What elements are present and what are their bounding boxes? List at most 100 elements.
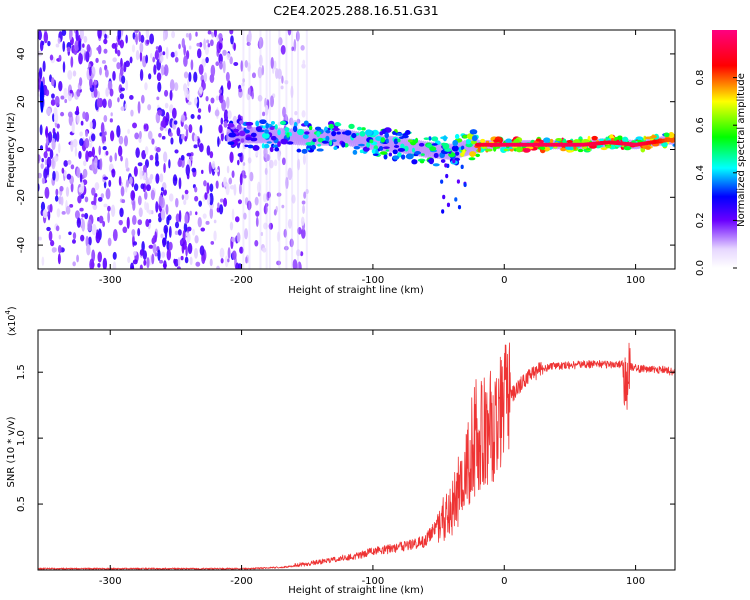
spectrogram-noise-blob [214, 168, 219, 173]
spectrogram-noise-blob [144, 82, 148, 91]
spectrogram-noise-blob [145, 218, 150, 228]
spectrogram-ridge-blob [414, 151, 422, 155]
spectrogram-noise-blob [54, 170, 60, 182]
spectrogram-noise-blob [170, 137, 174, 145]
spectrogram-streak [248, 30, 251, 269]
spectrogram-noise-blob [179, 239, 184, 245]
spectrogram-noise-blob [49, 203, 53, 213]
spectrogram-ytick-label: -40 [16, 237, 27, 253]
spectrogram-noise-blob [151, 253, 155, 265]
spectrogram-noise-blob [204, 192, 208, 200]
snr-frame [37, 329, 676, 571]
spectrogram-ridge-blob [227, 123, 235, 128]
spectrogram-noise-blob [205, 95, 209, 102]
spectrogram-ridge-blob [465, 138, 472, 145]
spectrogram-ridge-blob [523, 148, 531, 153]
spectrogram-noise-blob [191, 167, 197, 173]
spectrogram-noise-blob [293, 38, 297, 52]
spectrogram-ridge-blob [274, 147, 280, 152]
spectrogram-noise-blob [67, 70, 73, 80]
spectrogram-noise-blob [70, 182, 74, 193]
spectrogram-ytick-label: 40 [16, 48, 27, 61]
spectrogram-noise-blob [150, 189, 155, 201]
spectrogram-noise-blob [208, 161, 212, 175]
spectrogram-noise-blob [231, 237, 236, 243]
spectrogram-noise-blob [107, 211, 110, 224]
spectrogram-noise-blob [76, 217, 82, 228]
spectrogram-ridge-blob [451, 145, 459, 152]
spectrogram-noise-blob [112, 70, 116, 81]
spectrogram-noise-blob [58, 142, 61, 154]
spectrogram-noise-blob [226, 165, 230, 174]
spectrogram-tail-blob [440, 179, 444, 184]
spectrogram-noise-blob [157, 109, 163, 116]
spectrogram-noise-blob [201, 169, 204, 175]
spectrogram-noise-blob [39, 40, 44, 52]
spectrogram-noise-blob [51, 157, 55, 168]
spectrogram-noise-blob [144, 146, 149, 156]
spectrogram-ridge-blob [535, 138, 541, 142]
snr-ytick-label: 1.5 [16, 364, 27, 380]
spectrogram-noise-blob [129, 95, 134, 100]
spectrogram-noise-blob [223, 176, 227, 187]
spectrogram-noise-blob [137, 162, 143, 167]
spectrogram-noise-blob [233, 183, 237, 196]
spectrogram-noise-blob [150, 210, 154, 215]
spectrogram-noise-blob [263, 222, 268, 230]
spectrogram-noise-blob [186, 232, 191, 244]
spectrogram-noise-blob [157, 249, 161, 262]
spectrogram-noise-blob [80, 181, 85, 194]
spectrogram-noise-blob [162, 237, 167, 246]
spectrogram-noise-blob [86, 44, 91, 53]
spectrogram-noise-blob [146, 202, 150, 213]
spectrogram-noise-blob [47, 147, 51, 152]
spectrogram-noise-blob [85, 50, 90, 63]
spectrogram-noise-blob [82, 168, 88, 179]
spectrogram-noise-blob [118, 175, 122, 186]
spectrogram-noise-blob [210, 241, 215, 245]
spectrogram-ridge-blob [352, 149, 358, 155]
spectrogram-ridge-blob [366, 141, 371, 148]
spectrogram-ridge-blob [411, 147, 416, 153]
spectrogram-noise-blob [139, 249, 144, 256]
spectrogram-noise-blob [109, 88, 114, 97]
spectrogram-noise-blob [139, 264, 143, 269]
spectrogram-noise-blob [85, 130, 89, 137]
colorbar-tick-label: 0.2 [695, 212, 706, 228]
spectrogram-noise-blob [130, 190, 136, 201]
spectrogram-noise-blob [218, 89, 222, 94]
spectrogram-noise-blob [216, 265, 220, 269]
spectrogram-noise-blob [281, 157, 286, 166]
spectrogram-noise-blob [126, 216, 130, 229]
spectrogram-noise-blob [40, 201, 46, 212]
spectrogram-noise-blob [227, 258, 230, 263]
spectrogram-noise-blob [158, 194, 164, 207]
spectrogram-noise-blob [132, 122, 138, 129]
spectrogram-noise-blob [140, 34, 145, 43]
spectrogram-noise-blob [181, 194, 185, 200]
spectrogram-noise-blob [159, 259, 164, 264]
spectrogram-noise-blob [276, 192, 282, 197]
spectrogram-noise-blob [188, 71, 192, 83]
spectrogram-noise-blob [90, 133, 96, 142]
spectrogram-noise-blob [46, 226, 51, 232]
spectrogram-ridge-blob [585, 147, 591, 151]
spectrogram-y-ticks: -40 -20 0 20 40 [16, 48, 675, 253]
spectrogram-noise-blob [229, 221, 234, 231]
spectrogram-ridge-blob [269, 146, 274, 153]
spectrogram-noise-blob [194, 235, 199, 244]
spectrogram-noise-blob [197, 114, 201, 120]
spectrogram-streak [259, 30, 262, 269]
spectrogram-noise-blob [96, 97, 101, 109]
spectrogram-noise-blob [84, 212, 89, 220]
spectrogram-noise-blob [193, 71, 198, 83]
spectrogram-xtick-label: -300 [99, 275, 122, 286]
spectrogram-noise-blob [233, 61, 239, 67]
spectrogram-noise-blob [193, 247, 198, 259]
spectrogram-noise-blob [239, 246, 244, 254]
spectrogram-ridge-blob [405, 129, 411, 135]
spectrogram-xtick-label: -100 [362, 275, 385, 286]
snr-multiplier-exp: 4 [4, 310, 12, 315]
spectrogram-x-ticks: -300 -200 -100 0 100 [99, 30, 645, 286]
spectrogram-noise-blob [223, 120, 228, 128]
